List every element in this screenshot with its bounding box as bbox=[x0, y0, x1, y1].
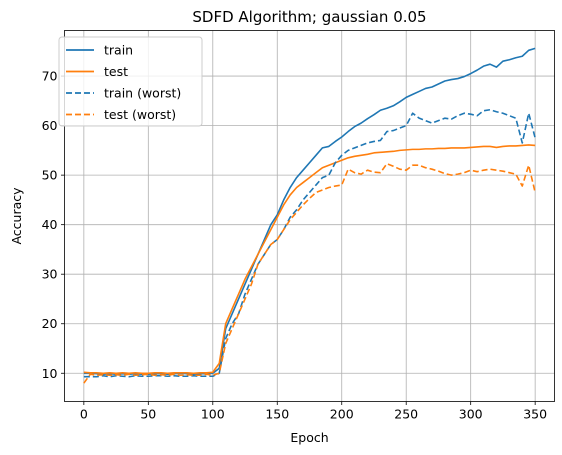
y-tick-label: 60 bbox=[42, 118, 58, 133]
y-tick-label: 10 bbox=[42, 366, 58, 381]
legend-label-test: test bbox=[104, 64, 128, 79]
y-tick-label: 30 bbox=[42, 267, 58, 282]
y-tick-label: 50 bbox=[42, 168, 58, 183]
y-axis-label: Accuracy bbox=[9, 187, 24, 245]
x-axis-label: Epoch bbox=[290, 430, 328, 445]
series-line-train-worst bbox=[83, 108, 536, 378]
legend-label-train: train bbox=[104, 43, 133, 58]
x-tick-label: 0 bbox=[80, 407, 88, 422]
legend-label-train-worst: train (worst) bbox=[104, 86, 181, 101]
legend-label-test-worst: test (worst) bbox=[104, 107, 176, 122]
legend-box bbox=[58, 36, 203, 127]
x-tick-label: 300 bbox=[459, 407, 483, 422]
series-line-test-worst bbox=[83, 162, 536, 384]
series-line-train bbox=[83, 47, 536, 376]
x-tick-label: 200 bbox=[330, 407, 354, 422]
x-tick-label: 350 bbox=[523, 407, 547, 422]
y-tick-label: 40 bbox=[42, 217, 58, 232]
x-tick-label: 150 bbox=[265, 407, 289, 422]
plot-frame bbox=[64, 30, 555, 402]
y-tick-label: 20 bbox=[42, 316, 58, 331]
series-line-test bbox=[83, 144, 536, 375]
chart-title: SDFD Algorithm; gaussian 0.05 bbox=[192, 8, 426, 26]
series-layer bbox=[83, 47, 536, 384]
x-tick-label: 100 bbox=[201, 407, 225, 422]
legend: train test train (worst) test (worst) bbox=[58, 36, 203, 127]
x-tick-label: 50 bbox=[140, 407, 156, 422]
x-tick-label: 250 bbox=[394, 407, 418, 422]
ticks: 0 50 100 150 200 250 300 350 10 20 30 40 50 60 70 bbox=[42, 69, 548, 422]
y-tick-label: 70 bbox=[42, 69, 58, 84]
